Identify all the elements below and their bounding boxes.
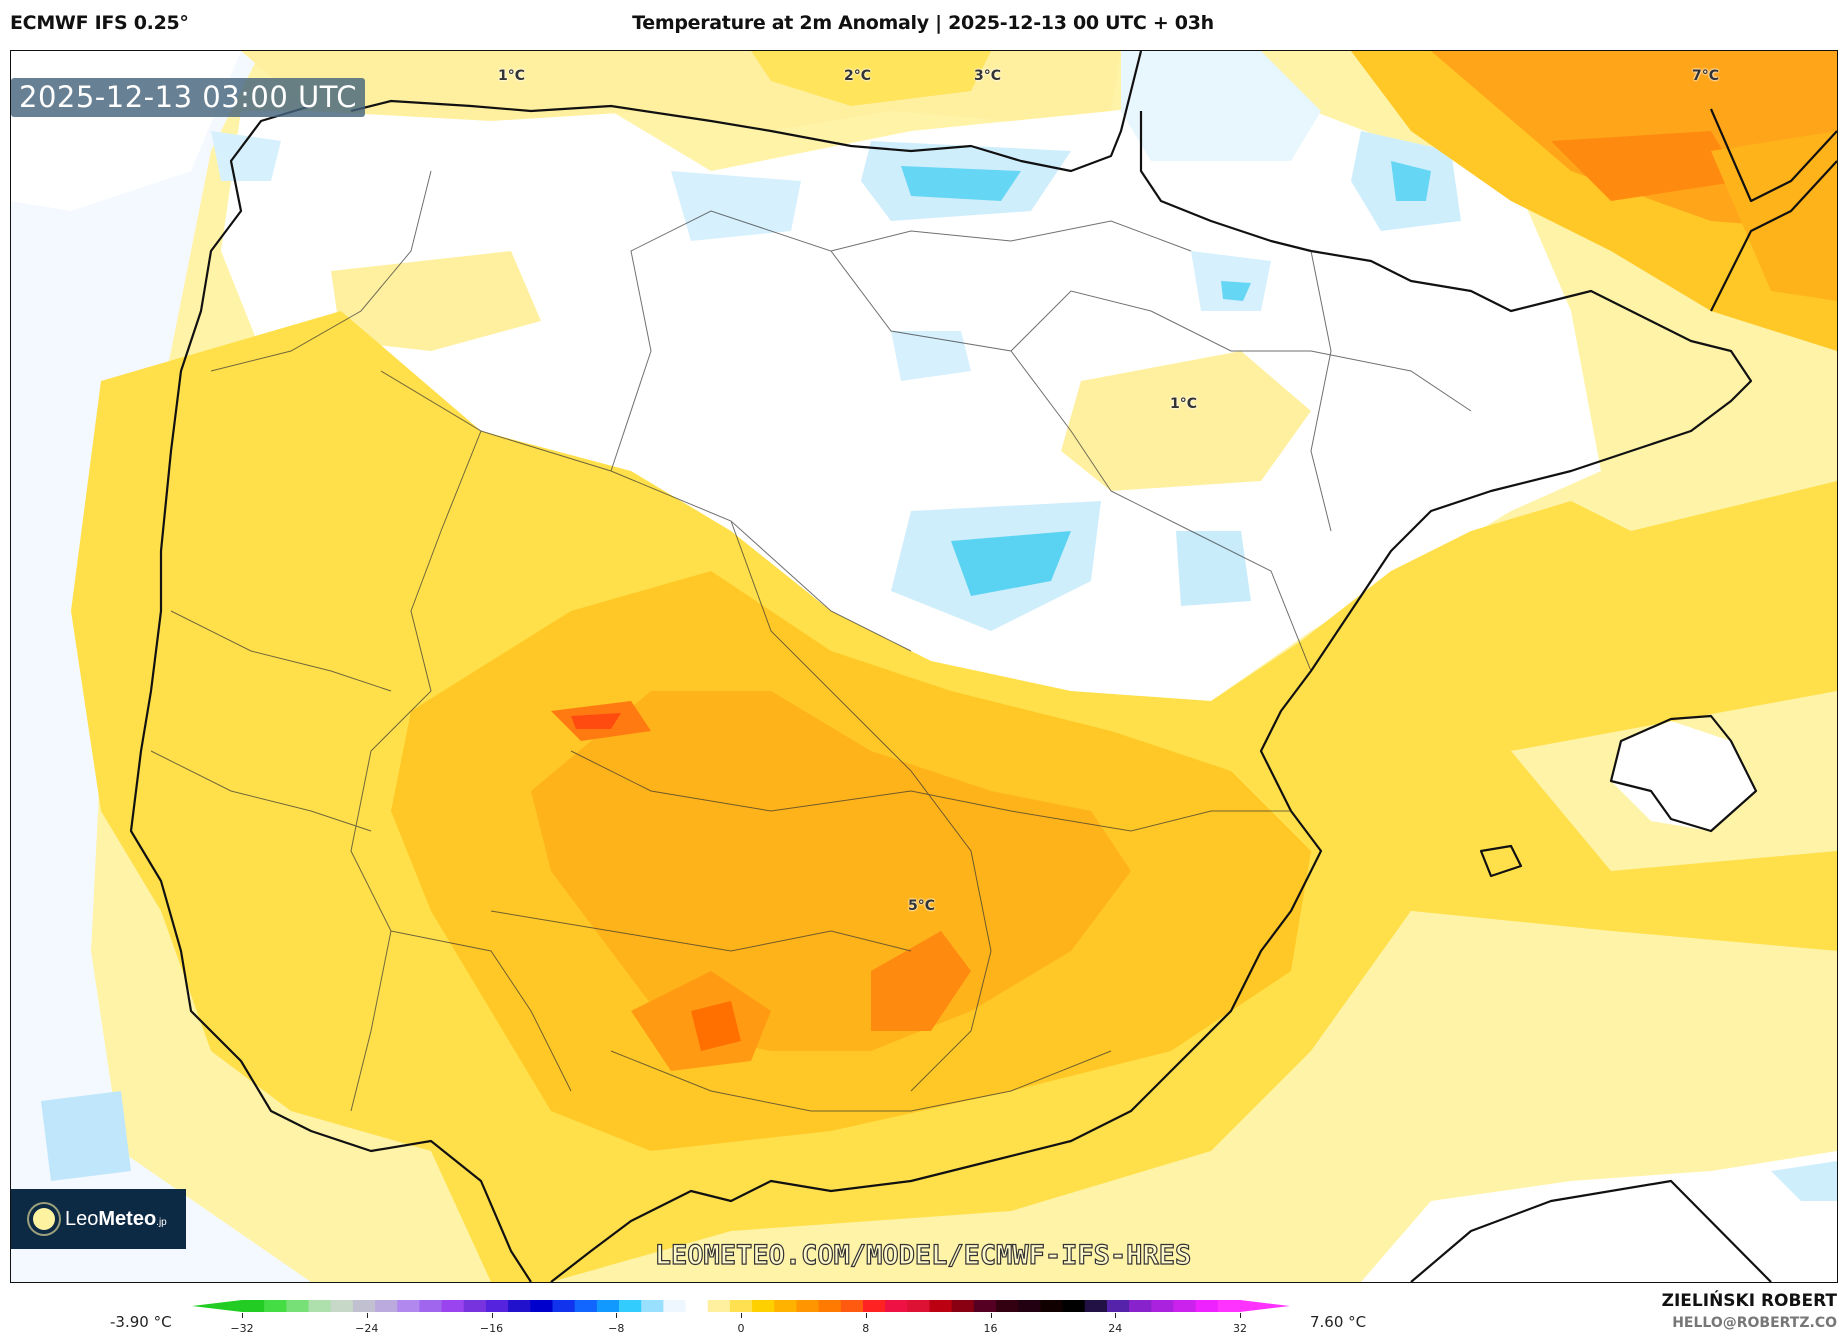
- colorbar-min-label: -3.90 °C: [110, 1313, 172, 1331]
- leometeo-logo[interactable]: LeoMeteo.jp: [11, 1189, 186, 1249]
- sun-icon: [33, 1208, 55, 1230]
- colorbar-tick-mark: [1240, 1313, 1241, 1318]
- temperature-anomaly-map: [11, 51, 1837, 1282]
- colorbar-tick-mark: [741, 1313, 742, 1318]
- colorbar-tick-mark: [1115, 1313, 1117, 1318]
- contour-label: 1°C: [1170, 396, 1198, 412]
- logo-text-bold: Meteo: [98, 1207, 157, 1230]
- watermark-url: LEOMETEO.COM/MODEL/ECMWF-IFS-HRES: [654, 1239, 1192, 1271]
- valid-time-badge: 2025-12-13 03:00 UTC: [11, 78, 366, 117]
- colorbar-tick-label: 32: [1233, 1322, 1247, 1335]
- logo-suffix: .jp: [156, 1216, 167, 1228]
- colorbar-tick-label: −32: [230, 1322, 254, 1335]
- colorbar: [192, 1300, 1290, 1312]
- contour-label: 5°C: [908, 898, 936, 914]
- contour-label: 3°C: [974, 68, 1002, 84]
- colorbar-tick-mark: [865, 1313, 867, 1318]
- colorbar-tick-mark: [990, 1313, 992, 1318]
- colorbar-tick-label: 16: [983, 1322, 998, 1335]
- chart-title: Temperature at 2m Anomaly | 2025-12-13 0…: [632, 12, 1214, 34]
- colorbar-max-label: 7.60 °C: [1310, 1313, 1367, 1331]
- model-name: ECMWF IFS 0.25°: [10, 12, 189, 34]
- colorbar-tick-label: −8: [608, 1322, 625, 1335]
- contour-label: 1°C: [498, 68, 526, 84]
- colorbar-tick-mark: [366, 1313, 368, 1318]
- contour-label: 7°C: [1692, 68, 1720, 84]
- colorbar-tick-label: −24: [355, 1322, 379, 1335]
- logo-text: LeoMeteo.jp: [65, 1208, 167, 1231]
- colorbar-tick-mark: [616, 1313, 618, 1318]
- contour-label: 2°C: [844, 68, 872, 84]
- colorbar-tick-mark: [491, 1313, 493, 1318]
- colorbar-tick-label: 24: [1108, 1322, 1123, 1335]
- author-email[interactable]: HELLO@ROBERTZ.CO: [1672, 1315, 1837, 1331]
- map-frame: [10, 50, 1838, 1283]
- author-name: ZIELIŃSKI ROBERT: [1661, 1291, 1837, 1311]
- colorbar-tick-mark: [242, 1313, 243, 1318]
- colorbar-tick-label: 0: [737, 1322, 745, 1335]
- colorbar-tick-label: −16: [479, 1322, 504, 1335]
- logo-text-light: Leo: [65, 1207, 99, 1230]
- colorbar-tick-label: 8: [862, 1322, 870, 1335]
